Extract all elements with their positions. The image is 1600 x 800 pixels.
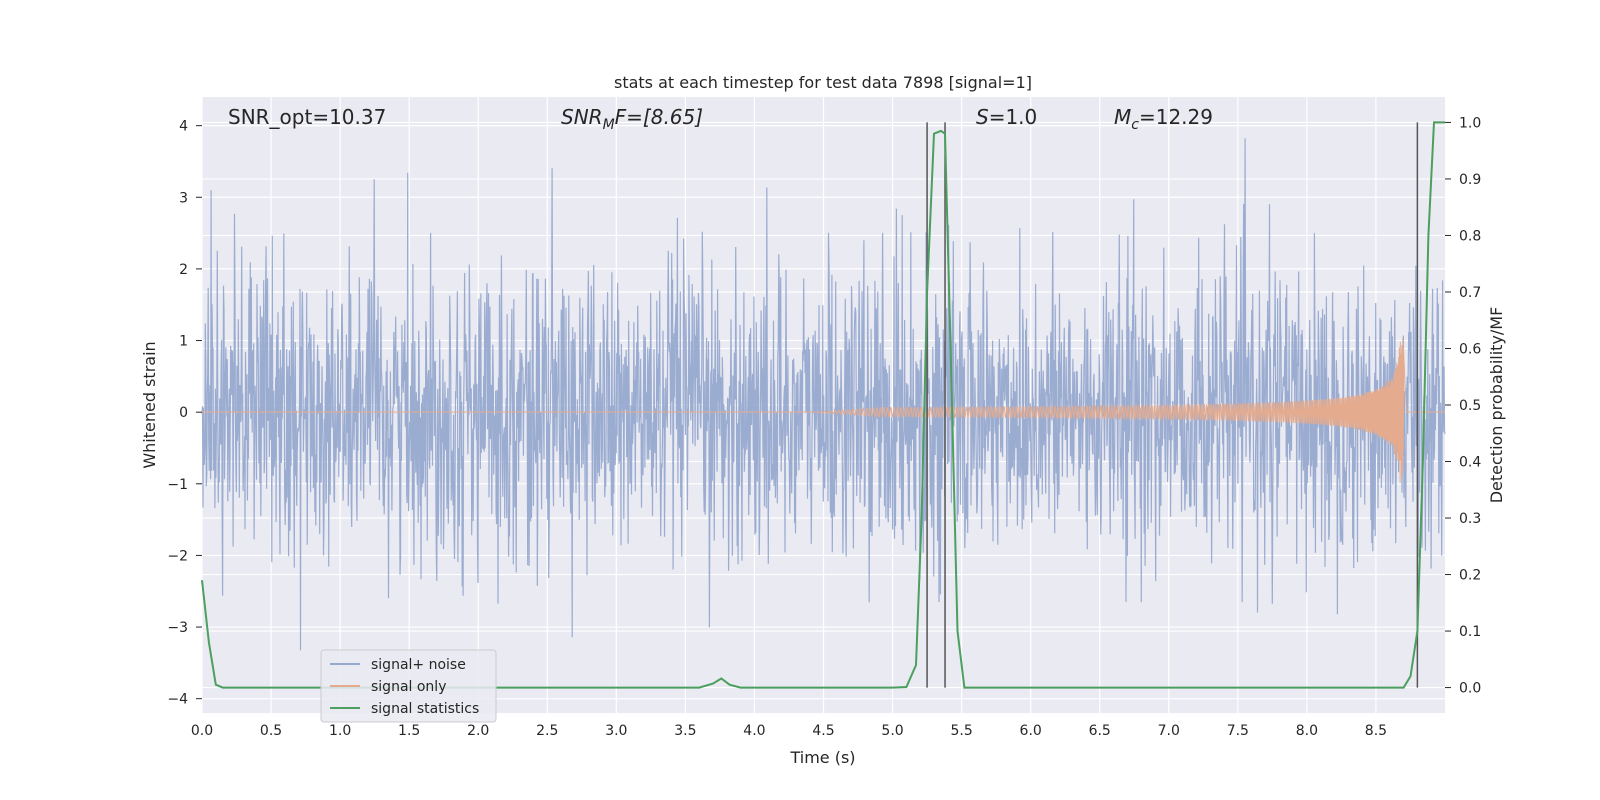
x-tick-label: 0.0 xyxy=(191,723,213,739)
x-tick-label: 6.0 xyxy=(1020,723,1042,739)
signal-noise-line xyxy=(201,138,1446,651)
legend: signal+ noise signal only signal statist… xyxy=(320,649,497,723)
x-tick-label: 7.5 xyxy=(1227,723,1249,739)
legend-label-signal-statistics: signal statistics xyxy=(371,701,479,717)
y2-tick-label: 0.5 xyxy=(1459,398,1481,414)
y-tick-label: 3 xyxy=(179,190,188,206)
series-signal-only xyxy=(202,337,1445,483)
y-axis-title: Whitened strain xyxy=(140,341,159,468)
y2-tick-label: 0.8 xyxy=(1459,228,1481,244)
x-tick-label: 3.5 xyxy=(674,723,696,739)
y2-tick-label: 0.7 xyxy=(1459,285,1481,301)
y-tick-label: 0 xyxy=(179,405,188,421)
legend-label-signal-only: signal only xyxy=(371,679,446,695)
y-tick-label: −3 xyxy=(167,620,188,636)
y2-axis-title: Detection probability/MF xyxy=(1487,307,1506,504)
y-tick-label: −1 xyxy=(167,477,188,493)
legend-label-signal-noise: signal+ noise xyxy=(371,657,466,673)
x-tick-label: 6.5 xyxy=(1089,723,1111,739)
y2-tick-label: 0.6 xyxy=(1459,341,1481,357)
y2-tick-label: 0.0 xyxy=(1459,681,1481,697)
y-tick-label: 1 xyxy=(179,334,188,350)
x-tick-label: 3.0 xyxy=(605,723,627,739)
x-tick-label: 5.5 xyxy=(950,723,972,739)
y2-tick-label: 0.3 xyxy=(1459,511,1481,527)
y2-tick-label: 0.1 xyxy=(1459,624,1481,640)
legend-box xyxy=(320,649,497,723)
series-signal-noise xyxy=(201,138,1446,651)
vertical-markers xyxy=(926,122,1419,688)
x-tick-label: 1.0 xyxy=(329,723,351,739)
signal-statistics-line xyxy=(201,121,1445,689)
y-tick-label: 2 xyxy=(179,262,188,278)
tick-labels: 0.0 0.5 1.0 1.5 2.0 2.5 3.0 3.5 4.0 4.5 5.0 5.5 6.0 6… xyxy=(167,115,1481,739)
x-tick-label: 5.0 xyxy=(881,723,903,739)
series-signal-statistics xyxy=(201,121,1445,689)
x-tick-label: 7.0 xyxy=(1158,723,1180,739)
annotation-snr-opt: SNR_opt=10.37 xyxy=(228,105,386,129)
x-tick-label: 2.5 xyxy=(536,723,558,739)
signal-only-line xyxy=(202,337,1445,483)
x-tick-label: 8.5 xyxy=(1365,723,1387,739)
x-axis-title: Time (s) xyxy=(789,748,855,767)
y2-tick-label: 1.0 xyxy=(1459,115,1481,131)
annotation-snr-mf: SNRMF=[8.65] xyxy=(561,105,703,133)
y2-tick-label: 0.9 xyxy=(1459,172,1481,188)
y2-tick-label: 0.4 xyxy=(1459,455,1481,471)
x-tick-label: 1.5 xyxy=(398,723,420,739)
y-tick-label: 4 xyxy=(179,119,188,135)
x-tick-label: 8.0 xyxy=(1296,723,1318,739)
annotation-mc: Mc=12.29 xyxy=(1114,105,1213,133)
x-tick-label: 0.5 xyxy=(260,723,282,739)
y-tick-label: −2 xyxy=(167,548,188,564)
x-tick-label: 2.0 xyxy=(467,723,489,739)
x-tick-label: 4.5 xyxy=(812,723,834,739)
y2-tick-label: 0.2 xyxy=(1459,568,1481,584)
y-tick-label: −4 xyxy=(167,692,188,708)
chart-title: stats at each timestep for test data 789… xyxy=(614,73,1032,92)
x-tick-label: 4.0 xyxy=(743,723,765,739)
annotation-s: S=1.0 xyxy=(976,105,1037,129)
